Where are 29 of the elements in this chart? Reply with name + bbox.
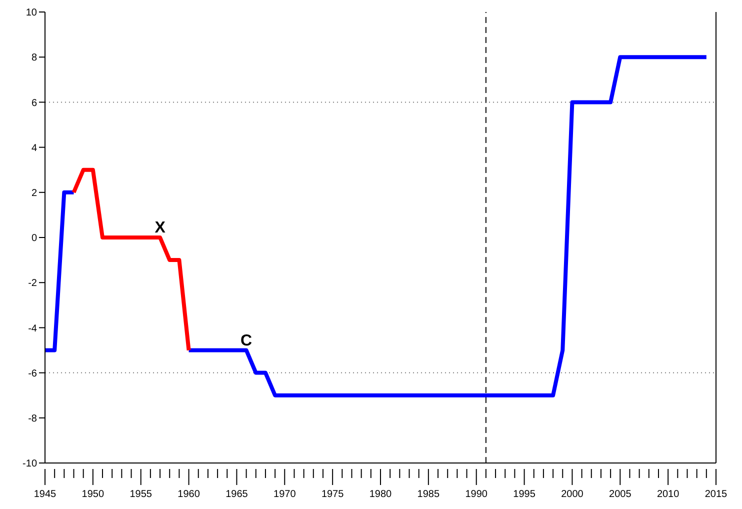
annotation: X [154, 220, 166, 236]
x-tick-label: 2005 [609, 489, 632, 500]
y-tick-label: -8 [28, 413, 38, 424]
x-tick-label: 2000 [561, 489, 584, 500]
x-tick-label: 1980 [369, 489, 392, 500]
x-tick-label: 2015 [704, 489, 728, 500]
x-tick-label: 1995 [513, 489, 536, 500]
y-tick-label: -6 [28, 368, 38, 380]
annotation: C [240, 332, 253, 350]
x-tick-label: 1975 [321, 489, 344, 500]
x-tick-label: 1985 [417, 489, 440, 500]
x-tick-label: 1955 [130, 489, 152, 500]
y-tick-label: 0 [31, 233, 38, 244]
x-tick-label: 1965 [226, 489, 248, 500]
y-tick-label: -2 [28, 278, 38, 290]
x-tick-label: 2010 [656, 489, 680, 500]
x-tick-label: 1990 [465, 489, 488, 500]
y-tick-label: -4 [28, 323, 38, 334]
x-tick-label: 1970 [274, 489, 296, 500]
x-tick-label: 1960 [178, 489, 200, 500]
x-tick-label: 1945 [34, 489, 57, 500]
y-tick-label: 10 [26, 8, 38, 19]
y-tick-label: 6 [31, 98, 38, 109]
y-tick-label: 8 [31, 52, 38, 64]
x-tick-label: 1950 [82, 489, 104, 500]
y-tick-label: -10 [22, 458, 38, 470]
y-tick-label: 4 [31, 142, 38, 154]
line-series [72, 168, 191, 352]
y-tick-label: 2 [31, 188, 38, 199]
